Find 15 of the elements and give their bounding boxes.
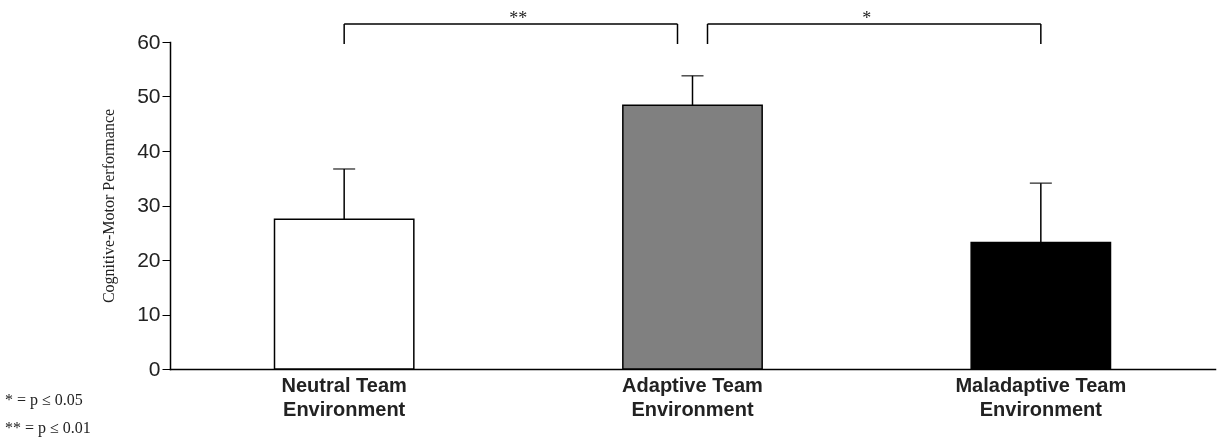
- x-tick-label: Adaptive Team Environment: [622, 373, 763, 420]
- y-tick-label: 10: [137, 302, 161, 325]
- y-tick-label: 20: [137, 247, 161, 271]
- text: ** = p ≤ 0.01: [5, 419, 91, 437]
- text: **: [509, 8, 528, 28]
- y-tick-label: 60: [137, 29, 161, 53]
- text: *: [862, 8, 872, 28]
- text: * = p ≤ 0.05: [5, 391, 83, 409]
- y-tick-label: 0: [148, 356, 161, 380]
- y-tick-label: 50: [137, 84, 161, 107]
- x-tick-label: Maladaptive Team Environment: [955, 373, 1127, 420]
- y-tick-label: 30: [137, 193, 161, 216]
- y-tick-label: 40: [137, 138, 161, 162]
- y-axis-title: Cognitive-Motor Performance: [100, 108, 119, 304]
- x-tick-label: Neutral Team Environment: [281, 373, 407, 420]
